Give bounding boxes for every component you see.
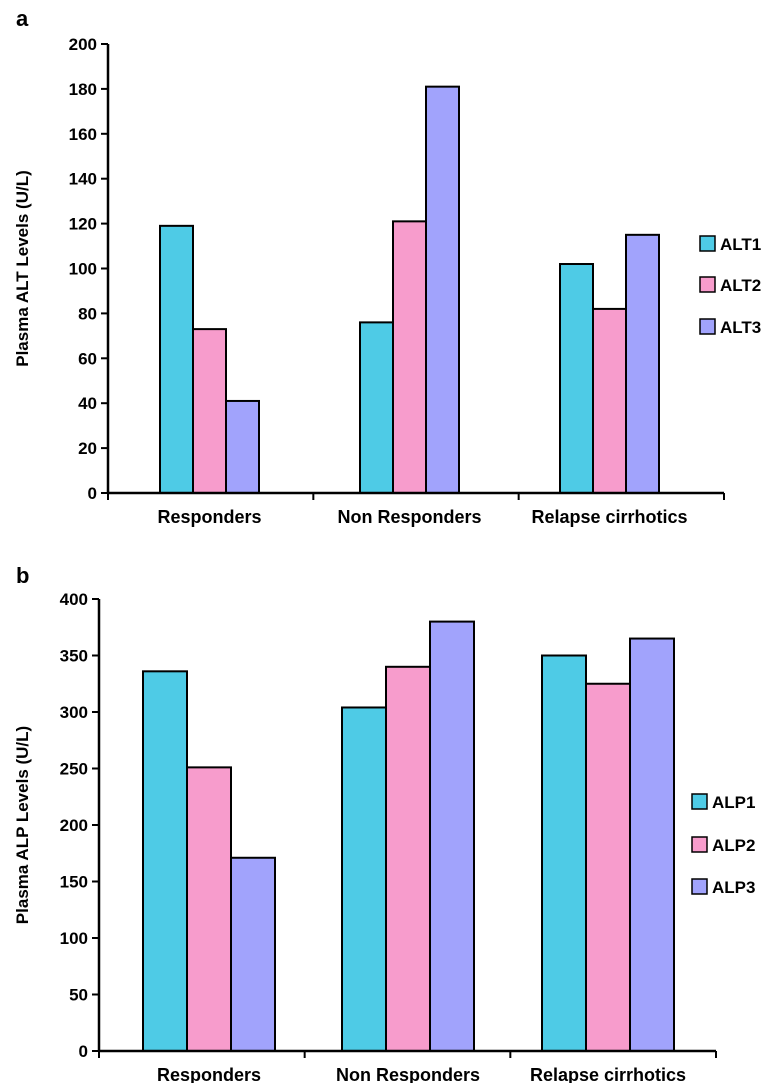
y-tick-label: 0 [79,1042,88,1061]
chart-panel-b: b 0 50 100 150 200 250 300 350 400 Responders Non R… [13,563,755,1083]
bar-alp1-relapse-cirrhotics [541,654,587,1052]
bar-alp2-non-responders [385,665,431,1052]
y-tick-label: 50 [69,986,88,1005]
bar-alt2-responders [192,328,227,494]
x-category-label: Relapse cirrhotics [531,507,687,527]
bar-alp3-responders [230,856,276,1053]
x-category-label: Responders [157,507,261,527]
y-tick-label: 180 [69,80,97,99]
x-category-label: Non Responders [337,507,481,527]
bar-alt3-responders [225,399,260,494]
y-tick-label: 350 [60,647,88,666]
legend-swatch-alt2 [699,276,716,293]
bar-alp1-non-responders [341,706,387,1052]
y-tick-label: 300 [60,703,88,722]
panel-letter: b [16,563,29,588]
legend-swatch-alp1 [691,793,708,810]
y-tick-label: 200 [69,35,97,54]
bar-alt1-non-responders [359,321,394,494]
bar-alt1-responders [159,224,194,494]
legend-label-alp2: ALP2 [712,836,755,855]
y-tick-label: 100 [69,260,97,279]
y-tick-label: 150 [60,873,88,892]
panel-letter: a [16,6,29,31]
y-tick-label: 120 [69,215,97,234]
legend-label-alt2: ALT2 [720,276,761,295]
legend-swatch-alt1 [699,235,716,252]
y-tick-label: 60 [78,349,97,368]
x-category-label: Responders [157,1065,261,1083]
legend-label-alp1: ALP1 [712,793,755,812]
bar-alt3-relapse-cirrhotics [625,233,660,494]
y-tick-label: 140 [69,170,97,189]
bar-alp3-relapse-cirrhotics [629,637,675,1052]
bar-alt2-relapse-cirrhotics [592,307,627,494]
y-axis-title: Plasma ALP Levels (U/L) [13,726,32,924]
bar-alp2-relapse-cirrhotics [585,682,631,1052]
y-tick-label: 400 [60,590,88,609]
bar-alt2-non-responders [392,220,427,494]
y-tick-label: 160 [69,125,97,144]
y-tick-label: 200 [60,816,88,835]
x-category-label: Non Responders [336,1065,480,1083]
y-axis-title: Plasma ALT Levels (U/L) [13,170,32,367]
x-category-label: Relapse cirrhotics [530,1065,686,1083]
bar-alp1-responders [142,670,188,1052]
legend-swatch-alp3 [691,878,708,895]
chart-panel-a: a 0 20 40 60 80 100 120 140 160 180 200 Responders No… [13,6,761,527]
y-tick-label: 100 [60,929,88,948]
legend-swatch-alp2 [691,836,708,853]
bar-alp3-non-responders [429,620,475,1052]
y-tick-label: 250 [60,760,88,779]
legend-label-alt3: ALT3 [720,318,761,337]
y-tick-label: 40 [78,394,97,413]
bar-alt1-relapse-cirrhotics [559,263,594,495]
bar-alp2-responders [186,766,232,1052]
bar-alt3-non-responders [425,85,460,494]
y-tick-label: 80 [78,304,97,323]
y-tick-label: 20 [78,439,97,458]
legend-label-alp3: ALP3 [712,878,755,897]
y-tick-label: 0 [88,484,97,503]
legend-swatch-alt3 [699,318,716,335]
legend-label-alt1: ALT1 [720,235,761,254]
